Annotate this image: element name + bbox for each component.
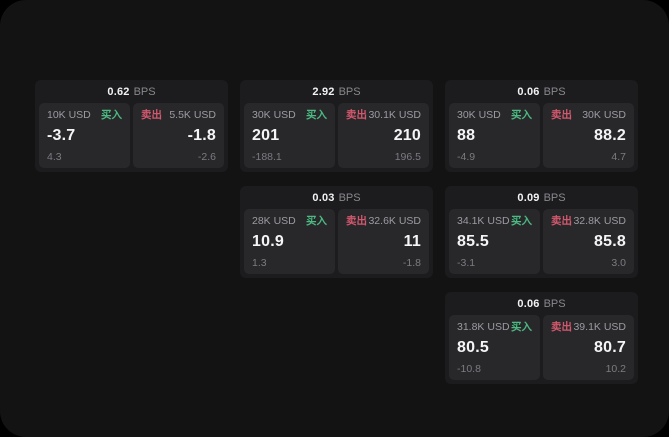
quote-card: 0.09 BPS 34.1K USD 买入 85.5 -3.1 卖出 32.8K… xyxy=(445,186,638,278)
sell-price: 88.2 xyxy=(594,127,626,144)
quote-card: 0.03 BPS 28K USD 买入 10.9 1.3 卖出 32.6K US… xyxy=(240,186,433,278)
buy-label: 买入 xyxy=(511,109,532,121)
sell-amount: 5.5K USD xyxy=(169,109,216,121)
sell-amount: 32.6K USD xyxy=(368,215,421,227)
sell-change: 3.0 xyxy=(611,256,626,269)
bps-unit-label: BPS xyxy=(543,297,566,310)
sell-quote-tile[interactable]: 卖出 5.5K USD -1.8 -2.6 xyxy=(133,103,224,168)
bps-header: 0.06 BPS xyxy=(449,80,634,103)
sell-quote-tile[interactable]: 卖出 32.6K USD 11 -1.8 xyxy=(338,209,429,274)
bps-header: 2.92 BPS xyxy=(244,80,429,103)
bps-value: 0.62 xyxy=(107,85,130,98)
buy-change: -3.1 xyxy=(457,256,476,269)
buy-quote-tile[interactable]: 30K USD 买入 201 -188.1 xyxy=(244,103,335,168)
sell-price: -1.8 xyxy=(187,127,216,144)
buy-quote-tile[interactable]: 28K USD 买入 10.9 1.3 xyxy=(244,209,335,274)
sell-amount: 32.8K USD xyxy=(573,215,626,227)
sell-price: 11 xyxy=(403,233,421,250)
bps-unit-label: BPS xyxy=(338,85,361,98)
buy-label: 买入 xyxy=(306,215,327,227)
sell-quote-tile[interactable]: 卖出 32.8K USD 85.8 3.0 xyxy=(543,209,634,274)
sell-amount: 39.1K USD xyxy=(573,321,626,333)
buy-change: -188.1 xyxy=(252,150,282,163)
buy-label: 买入 xyxy=(306,109,327,121)
sell-label: 卖出 xyxy=(346,109,367,121)
sell-label: 卖出 xyxy=(551,109,572,121)
sell-change: 4.7 xyxy=(611,150,626,163)
bps-header: 0.62 BPS xyxy=(39,80,224,103)
sell-price: 85.8 xyxy=(594,233,626,250)
bps-unit-label: BPS xyxy=(133,85,156,98)
buy-price: 85.5 xyxy=(457,233,489,250)
buy-label: 买入 xyxy=(511,215,532,227)
quote-grid: 0.62 BPS 10K USD 买入 -3.7 4.3 卖出 5.5K USD xyxy=(35,80,638,384)
buy-change: 4.3 xyxy=(47,150,62,163)
sell-quote-tile[interactable]: 卖出 30K USD 88.2 4.7 xyxy=(543,103,634,168)
buy-quote-tile[interactable]: 30K USD 买入 88 -4.9 xyxy=(449,103,540,168)
buy-amount: 10K USD xyxy=(47,109,91,121)
sell-label: 卖出 xyxy=(551,321,572,333)
buy-label: 买入 xyxy=(101,109,122,121)
buy-amount: 31.8K USD xyxy=(457,321,510,333)
sell-change: 10.2 xyxy=(605,362,626,375)
buy-amount: 30K USD xyxy=(252,109,296,121)
quote-card: 0.62 BPS 10K USD 买入 -3.7 4.3 卖出 5.5K USD xyxy=(35,80,228,172)
sell-change: -2.6 xyxy=(197,150,216,163)
buy-amount: 28K USD xyxy=(252,215,296,227)
buy-label: 买入 xyxy=(511,321,532,333)
buy-price: 10.9 xyxy=(252,233,284,250)
bps-value: 0.03 xyxy=(312,191,335,204)
buy-amount: 30K USD xyxy=(457,109,501,121)
sell-label: 卖出 xyxy=(141,109,162,121)
sell-label: 卖出 xyxy=(551,215,572,227)
bps-value: 0.06 xyxy=(517,85,540,98)
sell-amount: 30.1K USD xyxy=(368,109,421,121)
quote-card: 0.06 BPS 31.8K USD 买入 80.5 -10.8 卖出 39.1… xyxy=(445,292,638,384)
buy-quote-tile[interactable]: 10K USD 买入 -3.7 4.3 xyxy=(39,103,130,168)
bps-value: 0.09 xyxy=(517,191,540,204)
buy-quote-tile[interactable]: 34.1K USD 买入 85.5 -3.1 xyxy=(449,209,540,274)
sell-label: 卖出 xyxy=(346,215,367,227)
bps-header: 0.03 BPS xyxy=(244,186,429,209)
buy-price: 88 xyxy=(457,127,476,144)
bps-value: 0.06 xyxy=(517,297,540,310)
buy-price: 201 xyxy=(252,127,280,144)
sell-quote-tile[interactable]: 卖出 39.1K USD 80.7 10.2 xyxy=(543,315,634,380)
bps-header: 0.09 BPS xyxy=(449,186,634,209)
buy-quote-tile[interactable]: 31.8K USD 买入 80.5 -10.8 xyxy=(449,315,540,380)
quote-card: 0.06 BPS 30K USD 买入 88 -4.9 卖出 30K USD xyxy=(445,80,638,172)
buy-amount: 34.1K USD xyxy=(457,215,510,227)
bps-header: 0.06 BPS xyxy=(449,292,634,315)
bps-unit-label: BPS xyxy=(543,85,566,98)
sell-price: 80.7 xyxy=(594,339,626,356)
buy-price: 80.5 xyxy=(457,339,489,356)
buy-change: -4.9 xyxy=(457,150,476,163)
sell-amount: 30K USD xyxy=(582,109,626,121)
sell-quote-tile[interactable]: 卖出 30.1K USD 210 196.5 xyxy=(338,103,429,168)
bps-value: 2.92 xyxy=(312,85,335,98)
quote-card: 2.92 BPS 30K USD 买入 201 -188.1 卖出 30.1K … xyxy=(240,80,433,172)
sell-price: 210 xyxy=(393,127,421,144)
bps-unit-label: BPS xyxy=(543,191,566,204)
buy-price: -3.7 xyxy=(47,127,76,144)
sell-change: 196.5 xyxy=(394,150,421,163)
buy-change: 1.3 xyxy=(252,256,267,269)
bps-unit-label: BPS xyxy=(338,191,361,204)
sell-change: -1.8 xyxy=(402,256,421,269)
buy-change: -10.8 xyxy=(457,362,481,375)
